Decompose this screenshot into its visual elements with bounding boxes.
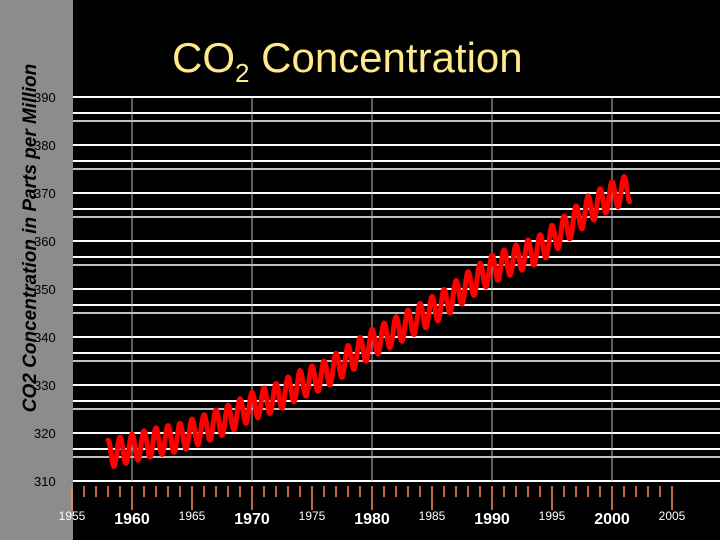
y-tick-350: 350 [34,282,56,297]
grid-lines [73,96,720,482]
x-tick-1965: 1965 [179,509,206,523]
x-tick-1975: 1975 [299,509,326,523]
y-tick-330: 330 [34,378,56,393]
x-axis: 1960 1970 1980 1990 2000 1955 1965 1975 1985 1995… [59,486,686,528]
y-tick-320: 320 [34,426,56,441]
series-lines [105,174,632,469]
series-line-0 [105,174,632,469]
y-tick-340: 340 [34,330,56,345]
title-subscript: 2 [235,58,250,88]
x-tick-1980: 1980 [354,511,390,528]
title-co: CO [172,34,235,81]
x-tick-1995: 1995 [539,509,566,523]
chart-title: CO2 Concentration [172,34,523,89]
x-tick-1990: 1990 [474,511,510,528]
y-tick-310: 310 [34,474,56,489]
title-concentration: Concentration [249,34,523,81]
y-tick-370: 370 [34,186,56,201]
left-panel [0,0,73,540]
x-tick-1955: 1955 [59,509,86,523]
x-tick-1970: 1970 [234,511,270,528]
x-tick-1960: 1960 [114,511,150,528]
y-tick-labels: 390 380 370 360 350 340 330 320 310 [34,90,56,489]
x-tick-1985: 1985 [419,509,446,523]
x-tick-2005: 2005 [659,509,686,523]
x-tick-2000: 2000 [594,511,630,528]
y-tick-360: 360 [34,234,56,249]
y-tick-380: 380 [34,138,56,153]
y-tick-390: 390 [34,90,56,105]
